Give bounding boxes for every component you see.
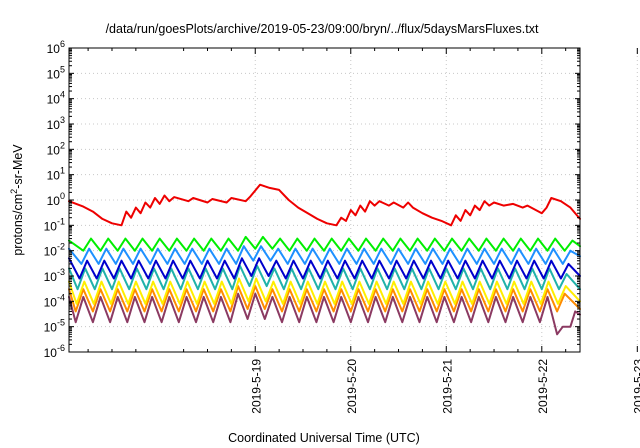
y-tick-exponent: 5 — [60, 64, 65, 74]
y-tick-exponent: -2 — [57, 242, 65, 252]
x-tick-label: 2019-5-22 — [536, 359, 550, 414]
y-tick-exponent: -1 — [57, 216, 65, 226]
y-tick-base: 10 — [44, 245, 58, 259]
y-tick-label: 10-2 — [44, 242, 65, 259]
y-tick-label: 106 — [47, 39, 65, 56]
y-tick-label: 10-1 — [44, 216, 65, 233]
y-tick-label: 10-3 — [44, 267, 65, 284]
y-tick-label: 104 — [47, 90, 65, 107]
x-tick-label: 2019-5-19 — [249, 359, 263, 414]
y-tick-exponent: -5 — [57, 318, 65, 328]
x-tick-label: 2019-5-21 — [440, 359, 454, 414]
y-axis-label-sup: 2 — [9, 189, 19, 194]
y-tick-label: 100 — [47, 191, 65, 208]
tick-layer: 10-610-510-410-310-210-11001011021031041… — [44, 39, 640, 414]
y-tick-exponent: -6 — [57, 343, 65, 353]
y-tick-base: 10 — [47, 42, 61, 56]
x-tick-label: 2019-5-20 — [345, 359, 359, 414]
y-tick-base: 10 — [44, 219, 58, 233]
y-tick-base: 10 — [47, 93, 61, 107]
y-tick-exponent: 2 — [60, 140, 65, 150]
y-tick-base: 10 — [47, 118, 61, 132]
y-tick-base: 10 — [44, 270, 58, 284]
y-tick-base: 10 — [47, 169, 61, 183]
series-line-5 — [68, 264, 581, 291]
series-layer — [68, 183, 581, 336]
y-tick-label: 102 — [47, 140, 65, 157]
series-line-1 — [68, 183, 581, 227]
x-axis-label: Coordinated Universal Time (UTC) — [228, 431, 420, 445]
y-tick-exponent: -3 — [57, 267, 65, 277]
y-tick-base: 10 — [44, 295, 58, 309]
y-tick-exponent: 3 — [60, 115, 65, 125]
y-tick-label: 105 — [47, 64, 65, 81]
y-tick-exponent: 6 — [60, 39, 65, 49]
y-tick-label: 10-6 — [44, 343, 65, 360]
series-line-8 — [68, 292, 581, 336]
series-line-4 — [68, 257, 581, 280]
y-tick-exponent: -4 — [57, 292, 65, 302]
series-line-2 — [68, 235, 581, 252]
y-tick-label: 10-4 — [44, 292, 65, 309]
y-tick-base: 10 — [47, 194, 61, 208]
series-line-3 — [68, 245, 581, 265]
y-axis-label-post: -sr-MeV — [11, 144, 25, 189]
y-tick-base: 10 — [44, 346, 58, 360]
y-tick-label: 103 — [47, 115, 65, 132]
chart-title: /data/run/goesPlots/archive/2019-05-23/0… — [106, 22, 539, 36]
series-line-6 — [68, 277, 581, 305]
grid-layer — [69, 48, 638, 352]
y-tick-label: 101 — [47, 166, 65, 183]
x-tick-label: 2019-5-23 — [631, 359, 640, 414]
y-axis-label-pre: protons/cm — [11, 194, 25, 256]
y-tick-label: 10-5 — [44, 318, 65, 335]
y-tick-exponent: 4 — [60, 90, 65, 100]
y-tick-exponent: 1 — [60, 166, 65, 176]
y-tick-exponent: 0 — [60, 191, 65, 201]
y-tick-base: 10 — [44, 321, 58, 335]
y-axis-label: protons/cm2-sr-MeV — [9, 144, 25, 256]
y-tick-base: 10 — [47, 143, 61, 157]
series-line-7 — [68, 285, 581, 313]
y-tick-base: 10 — [47, 67, 61, 81]
